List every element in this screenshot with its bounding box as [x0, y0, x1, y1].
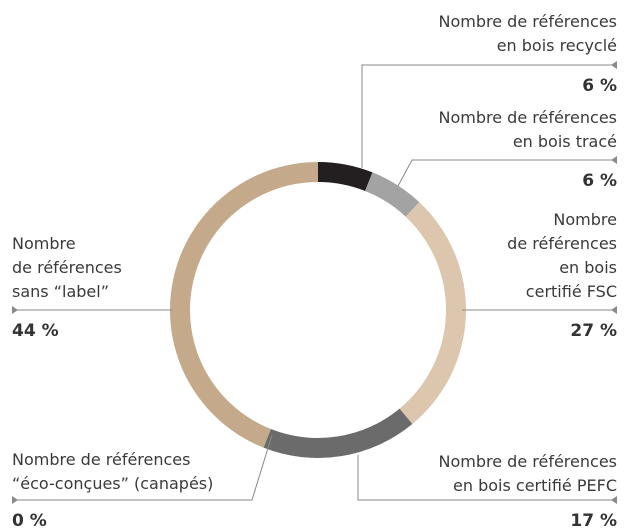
label-line: en bois certifié PEFC: [453, 476, 617, 495]
donut-segment: [169, 162, 318, 448]
value-label: 6 %: [582, 76, 617, 96]
leader-arrow: [611, 306, 617, 314]
label-line: Nombre: [553, 210, 617, 229]
category-label: Nombre de références “éco-conçues” (canap…: [12, 450, 213, 493]
label-line: de références: [12, 258, 122, 277]
category-label: Nombre de références en bois certifié FSC: [507, 210, 617, 301]
label-line: en bois recyclé: [497, 36, 617, 55]
donut-segment: [365, 172, 420, 217]
donut-segment: [399, 202, 467, 425]
label-line: Nombre: [12, 234, 76, 253]
label-line: de références: [507, 234, 617, 253]
value-label: 6 %: [582, 171, 617, 191]
donut-segment: [263, 408, 413, 458]
label-line: en bois: [559, 258, 617, 277]
value-label: 17 %: [570, 511, 617, 528]
leader-arrow: [12, 306, 18, 314]
label-line: sans “label”: [12, 282, 109, 301]
label-line: “éco-conçues” (canapés): [12, 474, 213, 493]
value-label: 0 %: [12, 511, 47, 528]
value-label: 27 %: [570, 321, 617, 341]
leader-line: [357, 455, 617, 501]
leader-arrow: [611, 156, 617, 164]
leader-arrow: [611, 61, 617, 69]
category-label: Nombre de références en bois certifié PEF…: [439, 452, 617, 495]
leader-arrow: [611, 496, 617, 504]
category-label: Nombre de références en bois tracé: [439, 108, 617, 151]
category-label: Nombre de références sans “label”: [12, 234, 122, 301]
label-line: Nombre de références: [439, 452, 617, 471]
leader-line: [12, 434, 273, 501]
leader-line: [361, 64, 617, 168]
value-label: 44 %: [12, 321, 59, 341]
leader-line: [397, 159, 617, 187]
category-label: Nombre de références en bois recyclé: [439, 12, 617, 55]
label-line: en bois tracé: [513, 132, 617, 151]
donut-segment: [318, 162, 373, 191]
leader-arrow: [12, 496, 18, 504]
label-line: certifié FSC: [526, 282, 617, 301]
label-line: Nombre de références: [439, 12, 617, 31]
label-line: Nombre de références: [12, 450, 190, 469]
label-line: Nombre de références: [439, 108, 617, 127]
